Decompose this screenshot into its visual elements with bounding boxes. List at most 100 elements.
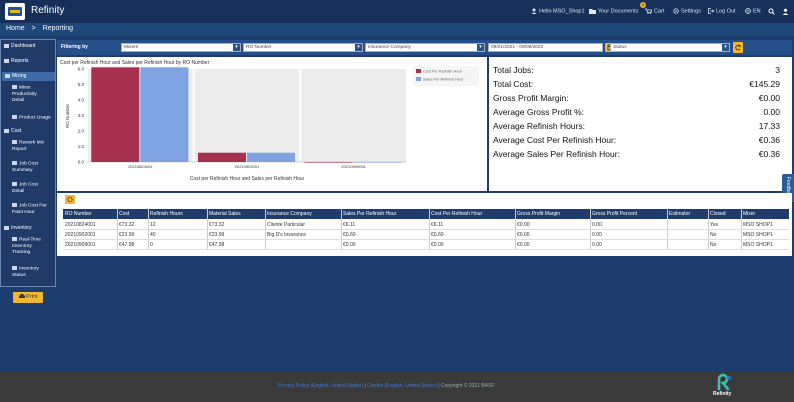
print-button[interactable]: Print [13,292,43,303]
report-icon [12,266,17,270]
chart-bar[interactable] [91,67,140,162]
bar-chart: Cost per Refinish Hour and Sales per Ref… [60,60,479,182]
chart-bar[interactable] [304,162,353,163]
chart-legend-swatch [416,69,421,73]
credits-link[interactable]: Credits (English, United States) [367,383,437,389]
chart-bar[interactable] [353,162,402,163]
sidebar-item-rework-mix[interactable]: Rework Mix Report [12,140,55,153]
table-row[interactable]: 20210902001 €23.99 40 €23.99 Big D's Ins… [63,230,789,240]
reset-filters-button[interactable] [733,42,743,53]
sidebar-item-product-usage[interactable]: Product Usage [12,115,55,122]
column-header[interactable]: Mixer [743,211,756,217]
column-header[interactable]: Gross Profit Margin [517,211,561,217]
language-selector[interactable]: EN [745,8,761,14]
user-greeting-label: Hello MSO_Shop1 [539,8,585,15]
column-header[interactable]: Closed [710,211,726,217]
stat-average-refinish-hours: Average Refinish Hours: 17.33 [493,121,788,131]
status-select[interactable]: Status ▾ [610,43,730,52]
table-row[interactable]: 20210824001 €73.32 12 €73.32 Cliente Par… [63,220,789,230]
column-header[interactable]: Material Sales [209,211,241,217]
filter-label: Filtering by [61,44,88,50]
user-greeting[interactable]: Hello MSO_Shop1 [531,8,585,14]
chevron-down-icon: ▾ [233,44,240,51]
basf-logo[interactable] [5,3,25,20]
cart-icon [645,8,653,15]
stat-value: €0.36 [758,135,780,145]
table-cell: 0 [150,242,153,248]
report-icon [12,203,17,207]
chart-x-tick-label: 20210902001 [235,164,260,169]
table-row[interactable]: 20210909001 €47.98 0 €47.98 €0.00 €0.00 … [63,240,789,250]
chart-bar[interactable] [140,67,189,162]
stat-value: €145.29 [749,79,780,89]
sidebar-item-dashboard[interactable]: Dashboard [4,43,57,50]
privacy-policy-link[interactable]: Privacy Policy (English, United States) [278,383,364,389]
table-cell: Cliente Particular [267,222,306,228]
column-header[interactable]: Estimator [669,211,691,217]
column-header[interactable]: RO Number [65,211,92,217]
table-cell: €73.32 [119,222,135,228]
sidebar-item-mixing[interactable]: Mixing [2,72,55,81]
sidebar-item-job-cost-summary[interactable]: Job Cost Summary [12,161,55,174]
sidebar-item-reports[interactable]: Reports [4,58,57,65]
sidebar-item-mixer-productivity[interactable]: Mixer Productivity Detail [12,85,55,105]
footer-separator: | [364,383,366,389]
export-button[interactable] [65,195,75,204]
date-range-value: 09/01/2021 - 09/09/2022 [491,45,544,50]
chart-bar[interactable] [247,152,296,162]
logout-link[interactable]: Log Out [708,8,736,14]
report-icon [12,140,17,144]
table-cell: MSO SHOP1 [743,222,773,228]
table-cell: Yes [710,222,719,228]
sidebar-item-job-cost-paint-hour[interactable]: Job Cost Per Paint Hour [12,203,55,216]
stat-value: 3 [775,65,780,75]
breadcrumb-home[interactable]: Home [6,25,25,32]
settings-link[interactable]: Settings [673,8,701,14]
table-cell: €23.99 [119,232,135,238]
table-cell: No [710,242,717,248]
sidebar-item-realtime-inventory[interactable]: Real-Time Inventory Tracking [12,237,55,257]
user-icon [531,8,537,14]
table-cell: €0.00 [517,222,530,228]
breadcrumb: Home > Reporting [0,23,794,36]
cart-count-badge: 0 [640,2,646,8]
mixers-select[interactable]: Mixers ▾ [121,43,241,52]
table-cell: 40 [150,232,156,238]
chart-bar[interactable] [197,152,246,162]
cart-link[interactable]: Cart [645,8,664,14]
refinity-logo-icon [717,373,731,391]
chart-legend-label: Cost Per Refinish Hour [423,70,463,74]
copyright-text: Copyright © 2021 BASF [441,383,495,389]
chart-x-tick-label: 20210824001 [128,164,153,169]
stat-value: €0.00 [758,93,780,103]
table-cell: 20210902001 [65,232,96,238]
globe-icon [745,8,751,14]
column-header[interactable]: Insurance Company [267,211,312,217]
insurance-company-select[interactable]: Insurance Company ▾ [365,43,485,52]
report-icon [12,85,17,89]
date-range-input[interactable]: 09/01/2021 - 09/09/2022 [488,43,603,52]
chevron-down-icon: ▾ [477,44,484,51]
profile-button[interactable] [782,8,791,15]
sidebar: Dashboard Reports Mixing Mixer Productivi… [0,39,56,287]
filter-bar: Filtering by Mixers ▾ RO Number ▾ Insuranc… [57,40,792,55]
column-header[interactable]: Gross Profit Percent [592,211,638,217]
chart-legend-swatch [416,77,421,81]
sidebar-item-cost[interactable]: Cost [4,128,57,135]
search-button[interactable] [768,8,777,15]
ro-number-select[interactable]: RO Number ▾ [243,43,363,52]
sidebar-item-job-cost-detail[interactable]: Job Cost Detail [12,182,55,195]
column-header[interactable]: Sales Per Refinish Hour [343,211,397,217]
chart-category-background [194,69,300,162]
chart-title: Cost per Refinish Hour and Sales per Ref… [60,60,210,66]
sidebar-item-inventory-status[interactable]: Inventory Status [12,266,55,279]
your-documents-link[interactable]: Your Documents [589,8,638,14]
table-cell: €47.98 [209,242,225,248]
column-header[interactable]: Cost [119,211,130,217]
column-header[interactable]: Cost Per Refinish Hour [431,211,483,217]
sidebar-item-inventory[interactable]: Inventory [4,225,57,232]
sidebar-item-label: Mixer [19,85,31,91]
column-header[interactable]: Refinish Hours [150,211,183,217]
chevron-down-icon: ▾ [355,44,362,51]
chart-x-axis-label: Cost per Refinish Hour and Sales per Ref… [190,176,305,182]
